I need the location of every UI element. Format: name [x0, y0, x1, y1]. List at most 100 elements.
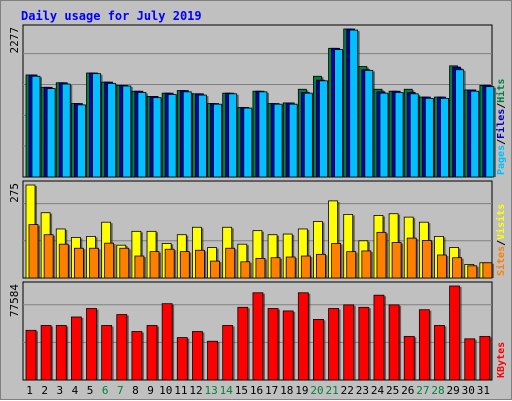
bar-sites-day-5 [89, 247, 99, 279]
bar-sites-day-19 [300, 255, 311, 279]
x-tick-label: 17 [265, 384, 278, 397]
bar-sites-day-6 [104, 242, 115, 279]
bar-sites-day-11 [179, 251, 190, 279]
bar-sites-day-9 [149, 251, 160, 279]
bar-sites-day-15 [240, 261, 251, 279]
bar-kbytes-day-26 [403, 335, 415, 381]
bar-kbytes-day-4 [70, 316, 82, 381]
bar-sites-day-13 [210, 260, 220, 279]
panel-max-label: 2277 [8, 27, 21, 54]
bar-sites-day-22 [346, 251, 357, 279]
bar-sites-day-2 [43, 234, 54, 279]
bar-pages-day-29 [455, 69, 465, 178]
x-tick-label: 26 [401, 384, 414, 397]
bar-sites-day-21 [331, 243, 341, 279]
x-tick-label: 15 [235, 384, 248, 397]
bar-pages-day-12 [198, 94, 207, 178]
bar-kbytes-day-21 [328, 308, 339, 381]
bar-kbytes-day-14 [222, 325, 234, 381]
bar-pages-day-1 [31, 75, 41, 178]
bar-kbytes-day-9 [146, 325, 158, 381]
bar-pages-day-22 [349, 29, 359, 178]
legend-files: Files [495, 109, 507, 139]
bar-kbytes-day-27 [418, 309, 430, 381]
bar-pages-day-20 [319, 80, 328, 178]
bar-kbytes-day-20 [313, 319, 324, 381]
bar-sites-day-12 [195, 249, 205, 279]
bar-kbytes-day-6 [101, 325, 113, 381]
bar-kbytes-day-23 [358, 306, 370, 381]
bar-sites-day-25 [391, 242, 402, 279]
bar-pages-day-4 [76, 104, 86, 178]
bar-pages-day-13 [213, 103, 222, 178]
bar-kbytes-day-29 [449, 285, 461, 381]
bar-kbytes-day-12 [192, 331, 203, 381]
panel-legend: Sites/Visits [495, 204, 507, 276]
bar-pages-day-19 [303, 92, 313, 178]
bar-kbytes-day-28 [434, 325, 445, 381]
bar-kbytes-day-24 [373, 294, 385, 381]
x-tick-label: 18 [280, 384, 293, 397]
legend-visits: Visits [495, 204, 507, 240]
bar-pages-day-30 [470, 90, 480, 178]
bar-sites-day-1 [28, 224, 39, 279]
bar-pages-day-17 [273, 103, 283, 178]
bar-kbytes-day-8 [131, 331, 143, 381]
bar-sites-day-8 [134, 255, 145, 279]
bar-kbytes-day-10 [161, 303, 173, 381]
bar-pages-day-3 [61, 83, 71, 178]
bar-sites-day-10 [164, 248, 175, 279]
bar-sites-day-24 [376, 231, 387, 279]
bar-kbytes-day-16 [252, 292, 264, 381]
bar-pages-day-21 [334, 49, 343, 178]
x-tick-label: 21 [326, 384, 339, 397]
bar-kbytes-day-5 [86, 308, 97, 381]
bar-kbytes-day-15 [237, 306, 249, 381]
x-tick-label: 31 [477, 384, 490, 397]
bar-pages-day-25 [394, 92, 404, 178]
x-tick-label: 14 [220, 384, 234, 397]
bar-kbytes-day-30 [464, 338, 476, 381]
bar-sites-day-16 [255, 257, 266, 279]
panel-max-label: 275 [8, 183, 21, 203]
bar-pages-day-18 [288, 103, 298, 178]
chart-title: Daily usage for July 2019 [21, 9, 202, 23]
legend-sites: Sites [495, 246, 507, 276]
bar-sites-day-23 [361, 250, 372, 279]
bar-kbytes-day-25 [388, 304, 400, 381]
bar-pages-day-6 [107, 83, 117, 178]
x-tick-label: 24 [371, 384, 385, 397]
x-tick-label: 22 [341, 384, 354, 397]
bar-sites-day-29 [452, 257, 463, 279]
bar-pages-day-16 [258, 91, 268, 178]
x-tick-label: 19 [295, 384, 308, 397]
bar-sites-day-7 [119, 247, 130, 279]
x-tick-label: 10 [159, 384, 172, 397]
bar-pages-day-8 [137, 92, 147, 178]
x-tick-label: 29 [447, 384, 460, 397]
x-tick-label: 12 [189, 384, 202, 397]
bar-pages-day-5 [92, 73, 101, 178]
x-tick-label: 3 [57, 384, 64, 397]
x-tick-label: 1 [26, 384, 33, 397]
bar-sites-day-4 [73, 247, 84, 279]
bar-kbytes-day-13 [207, 340, 218, 381]
legend-hits: Hits [495, 79, 507, 103]
bar-pages-day-9 [152, 97, 162, 178]
bar-pages-day-11 [182, 91, 192, 178]
bar-pages-day-15 [243, 107, 253, 178]
bar-pages-day-24 [379, 92, 389, 178]
bar-kbytes-day-22 [343, 304, 355, 381]
x-tick-label: 28 [431, 384, 444, 397]
x-tick-label: 13 [204, 384, 217, 397]
bar-sites-day-3 [58, 243, 69, 279]
bar-sites-day-20 [316, 253, 326, 279]
bar-kbytes-day-17 [267, 308, 279, 381]
bar-sites-day-31 [482, 262, 493, 279]
x-tick-label: 9 [147, 384, 154, 397]
panel-max-label: 77584 [8, 284, 21, 317]
bar-sites-day-14 [225, 247, 236, 279]
x-tick-label: 25 [386, 384, 399, 397]
legend-separator: / [496, 139, 507, 145]
